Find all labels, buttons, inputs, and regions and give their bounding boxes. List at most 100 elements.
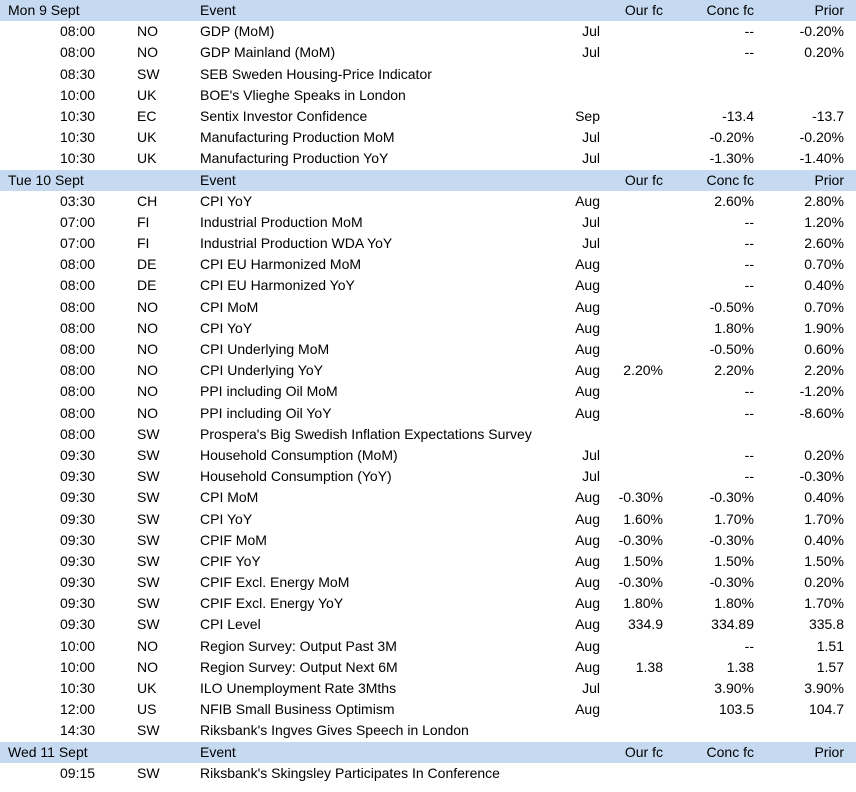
table-row: 08:00 NO PPI including Oil MoM Aug -- -1.20%	[0, 381, 856, 402]
column-header-conc-fc: Conc fc	[706, 743, 754, 760]
prior-cell: 1.51	[816, 637, 844, 654]
prior-cell: 3.90%	[804, 680, 844, 696]
table-row: 03:30 CH CPI YoY Aug 2.60% 2.80%	[0, 191, 856, 212]
period-cell: Jul	[582, 23, 600, 40]
period-cell: Aug	[575, 574, 600, 591]
column-header-event: Event	[200, 2, 236, 18]
prior-cell: 1.50%	[804, 552, 844, 569]
table-row: 10:00 UK BOE's Vlieghe Speaks in London	[0, 85, 856, 106]
prior-cell: -8.60%	[799, 404, 844, 421]
column-header-event: Event	[200, 171, 236, 188]
country-cell: NO	[137, 404, 158, 421]
prior-cell: 335.8	[808, 616, 844, 633]
prior-cell: 1.20%	[804, 213, 844, 230]
country-cell: DE	[137, 256, 157, 273]
period-cell: Aug	[575, 616, 600, 633]
time-cell: 07:00	[60, 235, 96, 252]
time-cell: 10:30	[60, 150, 96, 167]
table-row: 10:00 NO Region Survey: Output Next 6M Aug 1…	[0, 657, 856, 678]
event-cell: Prospera's Big Swedish Inflation Expecta…	[200, 425, 532, 442]
table-row: 09:30 SW CPI YoY Aug 1.60% 1.70% 1.70%	[0, 509, 856, 530]
prior-cell: 0.20%	[804, 44, 844, 61]
our-forecast-cell: 1.50%	[623, 552, 663, 569]
table-row: 09:30 SW CPI Level Aug 334.9 334.89 335.8	[0, 614, 856, 635]
prior-cell: 0.70%	[804, 256, 844, 273]
period-cell: Jul	[582, 235, 600, 252]
country-cell: SW	[137, 552, 160, 569]
prior-cell: 1.70%	[804, 510, 844, 527]
country-cell: NO	[137, 362, 158, 379]
consensus-forecast-cell: -0.50%	[709, 341, 754, 357]
event-cell: GDP (MoM)	[200, 23, 275, 40]
period-cell: Jul	[582, 213, 600, 230]
period-cell: Jul	[582, 680, 600, 696]
our-forecast-cell: 334.9	[627, 616, 663, 633]
consensus-forecast-cell: --	[744, 637, 754, 654]
event-cell: CPI Level	[200, 616, 261, 633]
consensus-forecast-cell: --	[744, 235, 754, 252]
column-header-our-fc: Our fc	[624, 171, 663, 188]
time-cell: 08:00	[60, 383, 96, 400]
table-row: 09:30 SW CPIF Excl. Energy MoM Aug -0.30% -0.…	[0, 572, 856, 593]
country-cell: SW	[137, 616, 160, 633]
consensus-forecast-cell: -1.30%	[709, 150, 754, 167]
period-cell: Aug	[575, 595, 600, 612]
table-row: 08:30 SW SEB Sweden Housing-Price Indicato…	[0, 64, 856, 85]
country-cell: US	[137, 701, 157, 718]
table-row: 09:30 SW CPIF MoM Aug -0.30% -0.30% 0.40%	[0, 530, 856, 551]
column-header-event: Event	[200, 743, 236, 760]
prior-cell: -13.7	[812, 107, 844, 124]
prior-cell: 0.70%	[804, 298, 844, 315]
day-header-row: Wed 11 Sept Event Our fc Conc fc Prior	[0, 741, 856, 763]
event-cell: Manufacturing Production YoY	[200, 150, 389, 167]
table-row: 08:00 DE CPI EU Harmonized YoY Aug -- 0.40%	[0, 275, 856, 296]
consensus-forecast-cell: --	[744, 277, 754, 294]
time-cell: 08:00	[60, 256, 96, 273]
column-header-our-fc: Our fc	[624, 2, 663, 18]
period-cell: Aug	[575, 510, 600, 527]
period-cell: Aug	[575, 404, 600, 421]
event-cell: CPIF YoY	[200, 552, 261, 569]
event-cell: GDP Mainland (MoM)	[200, 44, 336, 61]
time-cell: 10:00	[60, 86, 96, 103]
table-row: 09:30 SW CPIF YoY Aug 1.50% 1.50% 1.50%	[0, 551, 856, 572]
consensus-forecast-cell: --	[744, 446, 754, 463]
period-cell: Aug	[575, 701, 600, 718]
event-cell: BOE's Vlieghe Speaks in London	[200, 86, 406, 103]
prior-cell: 0.60%	[804, 341, 844, 357]
our-forecast-cell: 1.80%	[623, 595, 663, 612]
period-cell: Sep	[575, 107, 600, 124]
country-cell: NO	[137, 637, 158, 654]
consensus-forecast-cell: -0.30%	[709, 574, 754, 591]
table-row: 10:30 UK Manufacturing Production YoY Jul -1…	[0, 148, 856, 169]
table-row: 07:00 FI Industrial Production MoM Jul -- 1.2…	[0, 212, 856, 233]
period-cell: Jul	[582, 129, 600, 146]
consensus-forecast-cell: --	[744, 213, 754, 230]
consensus-forecast-cell: -0.30%	[709, 489, 754, 506]
prior-cell: 104.7	[808, 701, 844, 718]
table-row: 10:30 UK Manufacturing Production MoM Jul -0…	[0, 127, 856, 148]
country-cell: UK	[137, 129, 157, 146]
time-cell: 08:00	[60, 362, 96, 379]
country-cell: EC	[137, 107, 157, 124]
prior-cell: 0.40%	[804, 277, 844, 294]
prior-cell: 2.80%	[804, 192, 844, 209]
time-cell: 09:30	[60, 552, 96, 569]
country-cell: NO	[137, 319, 158, 336]
period-cell: Aug	[575, 552, 600, 569]
period-cell: Jul	[582, 446, 600, 463]
time-cell: 03:30	[60, 192, 96, 209]
period-cell: Aug	[575, 383, 600, 400]
event-cell: CPI EU Harmonized MoM	[200, 256, 362, 273]
consensus-forecast-cell: -0.50%	[709, 298, 754, 315]
period-cell: Jul	[582, 44, 600, 61]
period-cell: Aug	[575, 658, 600, 675]
time-cell: 09:30	[60, 489, 96, 506]
prior-cell: -0.20%	[799, 23, 844, 40]
table-row: 08:00 NO GDP (MoM) Jul -- -0.20%	[0, 21, 856, 42]
column-header-prior: Prior	[814, 743, 844, 760]
event-cell: CPIF Excl. Energy MoM	[200, 574, 350, 591]
time-cell: 10:30	[60, 107, 96, 124]
prior-cell: 0.40%	[804, 489, 844, 506]
